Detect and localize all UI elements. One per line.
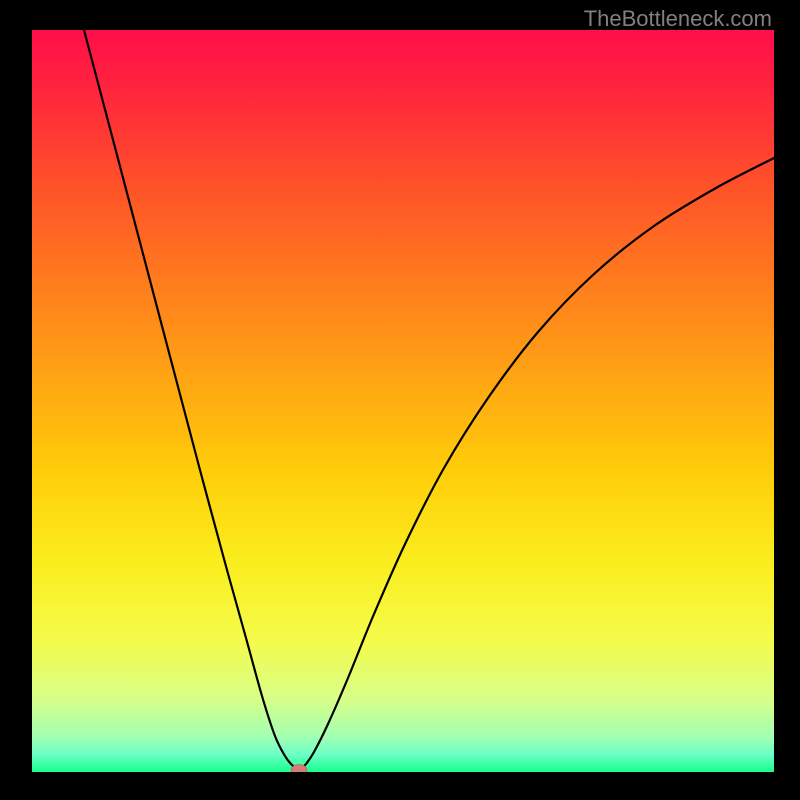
watermark-text: TheBottleneck.com bbox=[584, 6, 772, 32]
minimum-marker bbox=[290, 764, 307, 772]
plot-area bbox=[32, 30, 774, 772]
bottleneck-curve bbox=[32, 30, 774, 772]
